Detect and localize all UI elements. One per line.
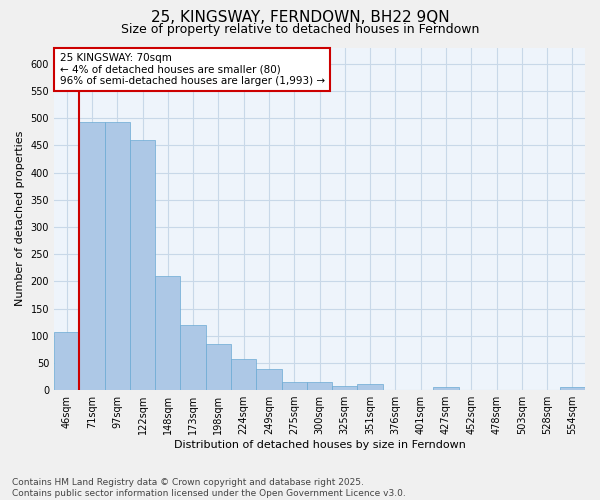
Bar — [181, 325, 206, 390]
Bar — [433, 388, 458, 390]
Bar — [54, 332, 79, 390]
Bar — [307, 382, 332, 390]
Bar — [104, 122, 130, 390]
Bar — [130, 140, 155, 390]
Bar — [79, 122, 104, 390]
Bar — [560, 388, 585, 390]
Bar — [332, 386, 358, 390]
Bar — [358, 384, 383, 390]
Bar — [155, 276, 181, 390]
Bar — [231, 358, 256, 390]
Bar — [206, 344, 231, 390]
Text: 25, KINGSWAY, FERNDOWN, BH22 9QN: 25, KINGSWAY, FERNDOWN, BH22 9QN — [151, 10, 449, 25]
Text: Size of property relative to detached houses in Ferndown: Size of property relative to detached ho… — [121, 22, 479, 36]
X-axis label: Distribution of detached houses by size in Ferndown: Distribution of detached houses by size … — [173, 440, 466, 450]
Text: Contains HM Land Registry data © Crown copyright and database right 2025.
Contai: Contains HM Land Registry data © Crown c… — [12, 478, 406, 498]
Text: 25 KINGSWAY: 70sqm
← 4% of detached houses are smaller (80)
96% of semi-detached: 25 KINGSWAY: 70sqm ← 4% of detached hous… — [59, 53, 325, 86]
Bar — [281, 382, 307, 390]
Bar — [256, 369, 281, 390]
Y-axis label: Number of detached properties: Number of detached properties — [15, 131, 25, 306]
